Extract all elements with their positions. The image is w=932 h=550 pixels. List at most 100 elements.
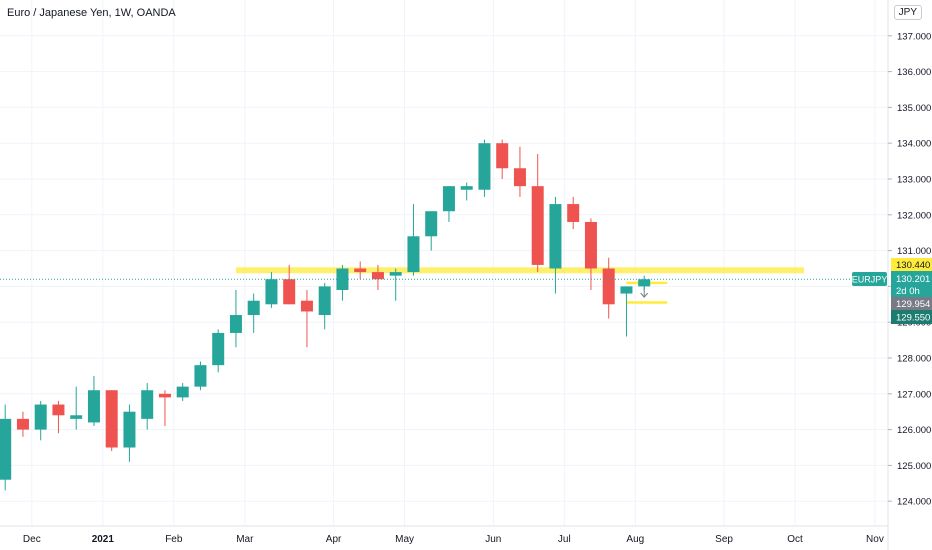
level-low-tag-bg [891, 310, 932, 324]
candle-body [389, 272, 402, 276]
candle[interactable] [247, 293, 260, 333]
time-axis[interactable]: Dec 2021 Feb Mar Apr May Jun Jul Aug Sep Oct Nov [23, 534, 884, 545]
candle[interactable] [371, 264, 384, 290]
candle[interactable] [602, 257, 615, 319]
candle[interactable] [354, 261, 367, 280]
resistance-price-tag-bg [891, 258, 932, 271]
time-tick-label: Nov [866, 534, 884, 545]
candle-body [567, 204, 580, 222]
candle[interactable] [478, 139, 491, 197]
price-tick-label: 137.000 [897, 31, 931, 42]
candle[interactable] [336, 264, 349, 301]
candle-body [52, 404, 65, 416]
price-tick-label: 125.000 [897, 461, 931, 472]
candle-body [87, 390, 100, 423]
candle-body [212, 332, 225, 366]
candle[interactable] [283, 264, 296, 305]
candle[interactable] [141, 383, 154, 430]
candle-body [620, 286, 633, 294]
candle-body [300, 300, 313, 312]
level-mid-tag: 129.954 [896, 299, 930, 310]
candle-body [602, 268, 615, 305]
candle[interactable] [620, 286, 633, 337]
candle[interactable] [105, 390, 118, 452]
candle[interactable] [460, 182, 473, 201]
candle-body [105, 390, 118, 448]
candle-body [194, 365, 207, 387]
time-tick-label: Sep [715, 534, 733, 545]
level-mid-tag-bg [891, 297, 932, 310]
time-tick-label: Apr [326, 534, 342, 545]
candle-body [265, 279, 278, 305]
candle[interactable] [300, 289, 313, 348]
candle[interactable] [87, 375, 100, 427]
price-tick-label: 136.000 [897, 67, 931, 78]
candle-body [354, 268, 367, 273]
time-tick-label: May [395, 534, 414, 545]
candle-body [584, 221, 597, 269]
candle-body [496, 143, 509, 169]
price-tick-label: 128.000 [897, 354, 931, 365]
candle[interactable] [389, 268, 402, 301]
candle-body [425, 211, 438, 237]
time-tick-label: Oct [787, 534, 803, 545]
symbol-tag: EURJPY [852, 275, 888, 285]
candle[interactable] [52, 400, 65, 434]
level-low-tag: 129.550 [896, 313, 930, 324]
price-tick-label: 133.000 [897, 175, 931, 186]
candle-body [531, 186, 544, 265]
price-tick-label: 126.000 [897, 425, 931, 436]
resistance-zone [235, 267, 804, 274]
candle[interactable] [584, 218, 597, 290]
time-tick-label: 2021 [92, 534, 115, 545]
bar-countdown: 2d 0h [896, 286, 920, 297]
candle[interactable] [496, 139, 509, 179]
candle[interactable] [513, 146, 526, 197]
price-tick-label: 134.000 [897, 139, 931, 150]
chart-grid [0, 0, 888, 526]
candle-body [0, 418, 12, 480]
candle[interactable] [0, 404, 12, 491]
candle[interactable] [318, 282, 331, 330]
candle-body [513, 168, 526, 187]
candle[interactable] [549, 196, 562, 294]
candle[interactable] [229, 289, 242, 348]
candle[interactable] [123, 404, 136, 462]
candle[interactable] [567, 196, 580, 230]
candle-body [442, 186, 455, 212]
candle[interactable] [176, 383, 189, 401]
candle[interactable] [158, 390, 171, 427]
candle[interactable] [638, 275, 651, 290]
candle-body [229, 315, 242, 333]
candle-body [478, 143, 491, 190]
candle-body [16, 418, 29, 430]
candle[interactable] [16, 411, 29, 437]
time-tick-label: Jun [485, 534, 501, 545]
time-tick-label: Feb [165, 534, 183, 545]
symbol-tag-bg [852, 272, 887, 286]
candle[interactable] [442, 186, 455, 222]
candle[interactable] [265, 272, 278, 308]
time-tick-label: Mar [236, 534, 254, 545]
candles[interactable] [0, 139, 651, 491]
price-tick-label: 127.000 [897, 389, 931, 400]
candle-body [407, 236, 420, 273]
price-tick-label: 135.000 [897, 103, 931, 114]
candle-body [158, 393, 171, 398]
candle[interactable] [531, 153, 544, 273]
candle[interactable] [407, 204, 420, 276]
candle-body [371, 272, 384, 280]
last-price-tag-bg [891, 271, 932, 297]
candle[interactable] [34, 400, 47, 441]
candle-body [318, 286, 331, 316]
price-tick-label: 124.000 [897, 497, 931, 508]
candle[interactable] [425, 211, 438, 251]
currency-button[interactable]: JPY [893, 5, 922, 20]
time-tick-label: Aug [626, 534, 644, 545]
candle[interactable] [194, 361, 207, 391]
last-price-tag: 130.201 [896, 274, 930, 285]
candle[interactable] [212, 329, 225, 373]
resistance-price-tag: 130.440 [896, 260, 930, 271]
candle[interactable] [70, 386, 83, 430]
